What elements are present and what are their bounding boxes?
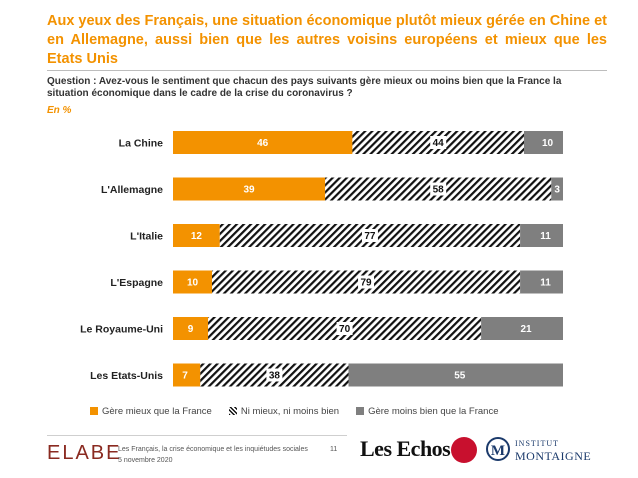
value-label-les-etats-unis-series-0: 7	[182, 371, 188, 382]
value-label-bg-la-chine	[430, 136, 447, 149]
value-label-le-royaume-uni-series-0: 9	[188, 324, 194, 335]
bar-l-espagne-series-0	[173, 270, 212, 294]
elabe-logo: ELABE	[47, 442, 122, 464]
value-label-l-allemagne-series-1: 58	[433, 185, 445, 196]
value-label-bg-l-espagne	[358, 275, 375, 289]
footer-date: 5 novembre 2020	[118, 457, 173, 464]
bar-l-allemagne-series-0	[173, 177, 326, 201]
value-label-l-italie-series-0: 12	[191, 231, 203, 242]
category-label-le-royaume-uni: Le Royaume-Uni	[80, 324, 163, 336]
title-divider	[47, 70, 607, 71]
survey-question: Question : Avez-vous le sentiment que ch…	[47, 76, 562, 99]
value-label-les-etats-unis-series-1: 38	[269, 371, 281, 382]
value-label-bg-l-italie	[361, 229, 378, 242]
value-label-les-etats-unis-series-2: 55	[454, 371, 466, 382]
bar-l-italie-series-2	[520, 224, 563, 247]
footer-divider	[47, 435, 347, 436]
value-label-bg-l-allemagne	[430, 182, 447, 196]
value-label-la-chine-series-1: 44	[433, 138, 445, 149]
bar-les-etats-unis-series-0	[173, 363, 201, 387]
legend-swatch-grey	[356, 407, 365, 415]
bar-le-royaume-uni-series-2	[481, 317, 563, 340]
legend-swatch-hatch	[228, 407, 237, 415]
bar-le-royaume-uni-series-0	[173, 317, 209, 340]
legend-item-worse: Gère moins bien que la France	[356, 405, 499, 417]
value-label-l-espagne-series-1: 79	[360, 278, 372, 289]
legend-label-neutral: Ni mieux, ni moins bien	[240, 405, 340, 417]
bar-l-allemagne-series-2	[551, 177, 563, 201]
value-label-l-allemagne-series-2: 3	[554, 185, 560, 196]
institut-montaigne-logo: INSTITUT MONTAIGNE	[515, 438, 591, 462]
value-label-bg-les-etats-unis	[266, 368, 283, 382]
value-label-l-italie-series-2: 11	[540, 231, 551, 242]
stacked-bar-chart: La Chine 46 44 10 L'Allemagne 39 58 3 L'Italie 12…	[80, 131, 563, 387]
montaigne-logo-line1: INSTITUT	[515, 439, 559, 448]
category-label-l-italie: L'Italie	[130, 231, 163, 243]
value-label-l-allemagne-series-0: 39	[243, 185, 255, 196]
bar-l-espagne-series-2	[520, 270, 563, 294]
value-label-la-chine-series-2: 10	[542, 138, 554, 149]
value-label-le-royaume-uni-series-1: 70	[339, 324, 351, 335]
category-label-l-allemagne: L'Allemagne	[101, 184, 163, 196]
page-number: 11	[330, 446, 338, 453]
montaigne-m-logo: M	[486, 437, 510, 461]
bar-l-italie-series-0	[173, 224, 220, 247]
legend-label-worse: Gère moins bien que la France	[368, 405, 499, 417]
category-label-les-etats-unis: Les Etats-Unis	[90, 370, 163, 382]
legend-item-neutral: Ni mieux, ni moins bien	[228, 405, 340, 417]
value-label-l-espagne-series-0: 10	[187, 278, 199, 289]
chart-legend: Gère mieux que la France Ni mieux, ni mo…	[90, 404, 516, 418]
value-label-l-italie-series-1: 77	[364, 231, 376, 242]
page-title: Aux yeux des Français, une situation éco…	[47, 13, 607, 67]
footer-study-title: Les Français, la crise économique et les…	[118, 446, 308, 453]
legend-label-better: Gère mieux que la France	[102, 405, 212, 417]
value-label-la-chine-series-0: 46	[257, 138, 269, 149]
category-label-la-chine: La Chine	[119, 138, 163, 150]
montaigne-logo-line2: MONTAIGNE	[515, 449, 592, 463]
footer-caption: Les Français, la crise économique et les…	[118, 444, 308, 466]
bar-les-etats-unis-series-2	[348, 363, 563, 387]
bar-la-chine-series-0	[173, 131, 353, 154]
les-echos-logo: Les Echos	[360, 436, 451, 461]
bar-la-chine-series-2	[524, 131, 563, 154]
legend-swatch-orange	[90, 407, 98, 415]
value-label-l-espagne-series-2: 11	[540, 278, 551, 289]
category-label-l-espagne: L'Espagne	[110, 277, 163, 289]
value-label-bg-le-royaume-uni	[336, 322, 353, 335]
value-label-le-royaume-uni-series-2: 21	[520, 324, 532, 335]
legend-item-better: Gère mieux que la France	[90, 406, 212, 417]
red-circle-logo-icon	[451, 437, 477, 463]
unit-label: En %	[47, 105, 72, 116]
